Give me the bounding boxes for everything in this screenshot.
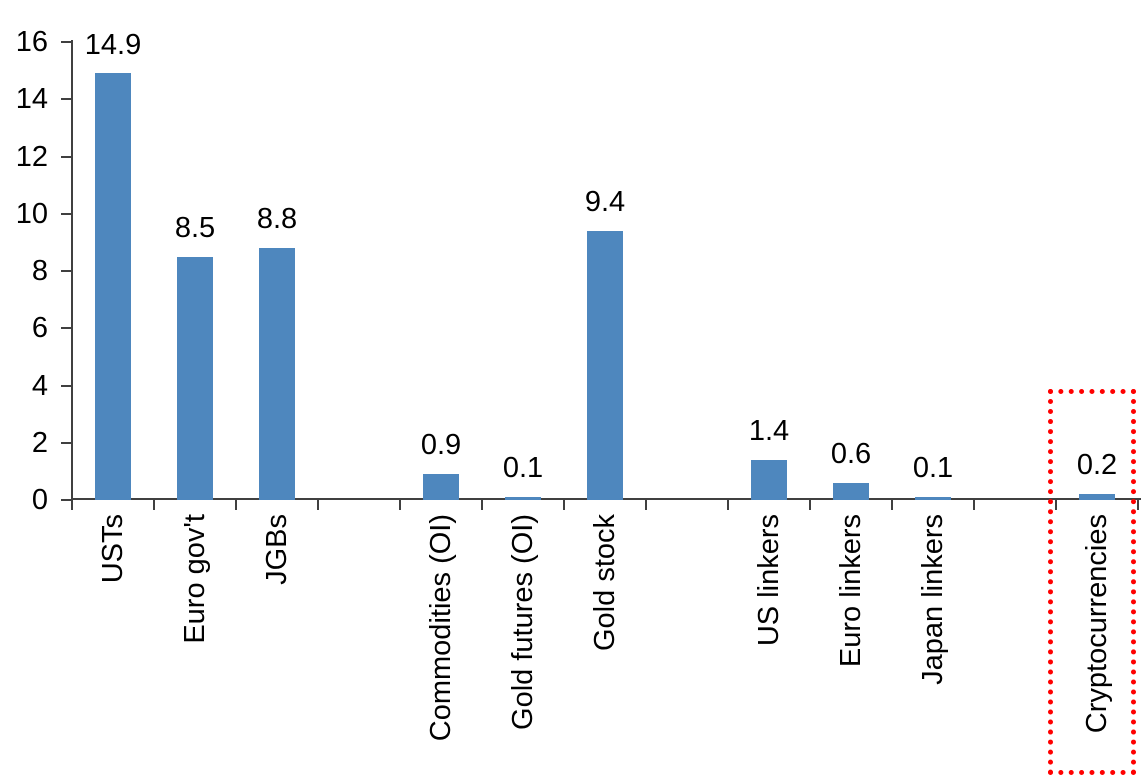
y-axis-line xyxy=(71,40,73,500)
y-axis-tick-label: 2 xyxy=(31,426,48,459)
y-axis-tick-label: 8 xyxy=(31,255,48,287)
y-axis-tick xyxy=(61,41,72,43)
bar-value-label: 8.8 xyxy=(256,203,298,236)
x-axis-tick xyxy=(235,499,237,510)
x-axis-tick xyxy=(809,499,811,510)
x-axis-tick xyxy=(481,499,483,510)
y-axis-tick xyxy=(61,384,72,387)
y-axis-tick-label: 14 xyxy=(15,83,48,116)
x-axis-category-label: Euro linkers xyxy=(835,514,867,668)
bar-value-label: 0.6 xyxy=(830,437,872,470)
bar-jgbs xyxy=(259,248,295,500)
x-axis-category-label: Japan linkers xyxy=(917,514,949,685)
x-axis-category-label: USTs xyxy=(97,514,129,584)
x-axis-tick xyxy=(563,499,565,510)
x-axis-tick xyxy=(399,499,401,510)
bar-usts xyxy=(95,73,131,500)
bar-value-label: 8.5 xyxy=(174,211,216,244)
bar-value-label: 9.4 xyxy=(584,185,626,218)
x-axis-category-label: Euro gov't xyxy=(179,514,211,644)
y-axis-tick xyxy=(61,499,72,501)
y-axis-tick xyxy=(61,212,72,215)
y-axis-tick-label: 16 xyxy=(15,26,48,58)
bar-value-label: 0.9 xyxy=(420,429,462,462)
x-axis-category-label: US linkers xyxy=(753,514,785,647)
bar-euro-gov-t xyxy=(177,256,213,500)
y-axis-tick xyxy=(61,98,72,101)
bar-gold-futures-oi- xyxy=(505,497,541,500)
y-axis-tick xyxy=(61,327,72,330)
x-axis-tick xyxy=(973,499,975,510)
bar-commodities-oi- xyxy=(423,474,459,500)
y-axis-tick xyxy=(61,441,72,444)
y-axis-tick xyxy=(61,155,72,158)
x-axis-tick xyxy=(317,499,319,510)
y-axis-tick-label: 0 xyxy=(31,484,48,516)
x-axis-category-label: Gold stock xyxy=(589,514,621,651)
bar-value-label: 0.2 xyxy=(1076,449,1118,482)
bar-value-label: 0.1 xyxy=(502,452,544,485)
x-axis-tick xyxy=(727,499,729,510)
bar-euro-linkers xyxy=(833,482,869,500)
x-axis-tick xyxy=(645,499,647,510)
y-axis-tick-label: 12 xyxy=(15,140,48,173)
x-axis-category-label: Commodities (OI) xyxy=(425,514,457,742)
y-axis-tick-label: 10 xyxy=(15,197,48,230)
x-axis-tick xyxy=(1137,499,1139,510)
y-axis-tick-label: 4 xyxy=(31,369,48,402)
x-axis-category-label: JGBs xyxy=(261,514,293,585)
x-axis-category-label: Gold futures (OI) xyxy=(507,514,539,730)
y-axis-tick xyxy=(61,270,72,272)
bar-japan-linkers xyxy=(915,497,951,500)
x-axis-tick xyxy=(891,499,893,510)
bar-us-linkers xyxy=(751,459,787,500)
bar-value-label: 14.9 xyxy=(84,28,142,61)
bar-value-label: 0.1 xyxy=(912,452,954,485)
x-axis-tick xyxy=(71,499,73,510)
y-axis-tick-label: 6 xyxy=(31,312,48,345)
x-axis-tick xyxy=(153,499,155,510)
bar-cryptocurrencies xyxy=(1079,494,1115,500)
bar-value-label: 1.4 xyxy=(748,414,790,447)
highlight-box xyxy=(1048,389,1136,775)
bar-gold-stock xyxy=(587,230,623,500)
x-axis-tick xyxy=(1055,499,1057,510)
